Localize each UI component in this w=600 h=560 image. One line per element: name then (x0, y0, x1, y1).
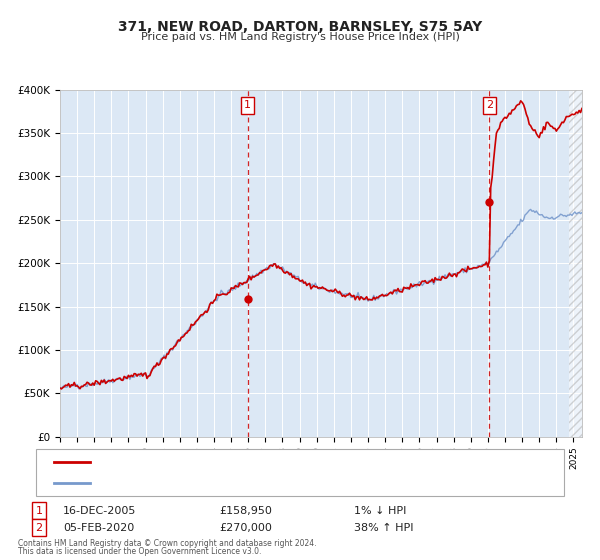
Text: 371, NEW ROAD, DARTON, BARNSLEY, S75 5AY (detached house): 371, NEW ROAD, DARTON, BARNSLEY, S75 5AY… (96, 457, 416, 467)
Text: This data is licensed under the Open Government Licence v3.0.: This data is licensed under the Open Gov… (18, 547, 262, 556)
Text: HPI: Average price, detached house, Barnsley: HPI: Average price, detached house, Barn… (96, 478, 319, 488)
Text: 2: 2 (35, 522, 43, 533)
Text: 05-FEB-2020: 05-FEB-2020 (63, 522, 134, 533)
Text: 16-DEC-2005: 16-DEC-2005 (63, 506, 136, 516)
Text: Price paid vs. HM Land Registry's House Price Index (HPI): Price paid vs. HM Land Registry's House … (140, 32, 460, 43)
Text: £270,000: £270,000 (219, 522, 272, 533)
Text: Contains HM Land Registry data © Crown copyright and database right 2024.: Contains HM Land Registry data © Crown c… (18, 539, 317, 548)
Text: £158,950: £158,950 (219, 506, 272, 516)
Text: 371, NEW ROAD, DARTON, BARNSLEY, S75 5AY: 371, NEW ROAD, DARTON, BARNSLEY, S75 5AY (118, 20, 482, 34)
Text: 1% ↓ HPI: 1% ↓ HPI (354, 506, 406, 516)
Text: 2: 2 (486, 100, 493, 110)
Text: 1: 1 (244, 100, 251, 110)
Text: 1: 1 (35, 506, 43, 516)
Text: 38% ↑ HPI: 38% ↑ HPI (354, 522, 413, 533)
